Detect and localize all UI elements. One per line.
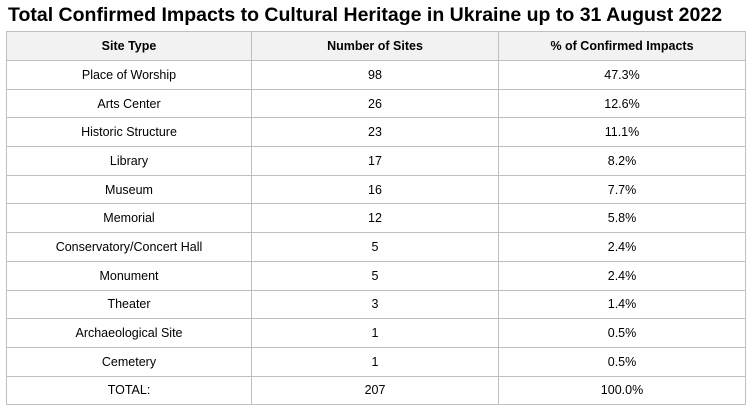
cell-site-type: Historic Structure bbox=[6, 117, 252, 148]
cell-site-type: Archaeological Site bbox=[6, 318, 252, 348]
table-row: Monument 5 2.4% bbox=[6, 260, 746, 291]
table-row: Historic Structure 23 11.1% bbox=[6, 117, 746, 148]
cell-site-type: Museum bbox=[6, 174, 252, 205]
page-title: Total Confirmed Impacts to Cultural Heri… bbox=[8, 4, 723, 26]
table-row: Place of Worship 98 47.3% bbox=[6, 60, 746, 90]
table-row: Museum 16 7.7% bbox=[6, 174, 746, 205]
cell-site-type: Arts Center bbox=[6, 88, 252, 119]
cell-percent-impacts: 12.6% bbox=[498, 88, 746, 119]
cell-percent-impacts: 0.5% bbox=[498, 346, 746, 377]
cell-site-type: Theater bbox=[6, 289, 252, 320]
cell-number-of-sites: 3 bbox=[251, 289, 499, 320]
cell-number-of-sites: 1 bbox=[251, 346, 499, 377]
header-number-of-sites: Number of Sites bbox=[251, 31, 499, 61]
cell-percent-impacts: 2.4% bbox=[498, 232, 746, 262]
cell-number-of-sites: 26 bbox=[251, 88, 499, 119]
cell-number-of-sites: 5 bbox=[251, 260, 499, 291]
table-row: Conservatory/Concert Hall 5 2.4% bbox=[6, 232, 746, 262]
cell-site-type: Monument bbox=[6, 260, 252, 291]
cell-number-of-sites: 12 bbox=[251, 203, 499, 234]
table-header-row: Site Type Number of Sites % of Confirmed… bbox=[6, 31, 746, 61]
cell-percent-impacts: 2.4% bbox=[498, 260, 746, 291]
cell-site-type: Library bbox=[6, 146, 252, 176]
impacts-table: Site Type Number of Sites % of Confirmed… bbox=[6, 31, 746, 406]
table-row: Library 17 8.2% bbox=[6, 146, 746, 176]
cell-number-of-sites: 98 bbox=[251, 60, 499, 90]
header-percent-impacts: % of Confirmed Impacts bbox=[498, 31, 746, 61]
header-site-type: Site Type bbox=[6, 31, 252, 61]
cell-site-type: Memorial bbox=[6, 203, 252, 234]
cell-number-of-sites: 17 bbox=[251, 146, 499, 176]
cell-number-of-sites: 16 bbox=[251, 174, 499, 205]
table-row: Theater 3 1.4% bbox=[6, 289, 746, 320]
cell-percent-impacts: 11.1% bbox=[498, 117, 746, 148]
cell-number-of-sites: 5 bbox=[251, 232, 499, 262]
cell-percent-impacts: 47.3% bbox=[498, 60, 746, 90]
table-row: Archaeological Site 1 0.5% bbox=[6, 318, 746, 348]
cell-total-label: TOTAL: bbox=[6, 375, 252, 406]
cell-percent-impacts: 8.2% bbox=[498, 146, 746, 176]
table-row: Cemetery 1 0.5% bbox=[6, 346, 746, 377]
table-row: Arts Center 26 12.6% bbox=[6, 88, 746, 119]
cell-number-of-sites: 23 bbox=[251, 117, 499, 148]
cell-percent-impacts: 0.5% bbox=[498, 318, 746, 348]
table-total-row: TOTAL: 207 100.0% bbox=[6, 375, 746, 406]
cell-percent-impacts: 1.4% bbox=[498, 289, 746, 320]
cell-percent-impacts: 5.8% bbox=[498, 203, 746, 234]
cell-site-type: Conservatory/Concert Hall bbox=[6, 232, 252, 262]
cell-site-type: Cemetery bbox=[6, 346, 252, 377]
cell-total-percent: 100.0% bbox=[498, 375, 746, 406]
cell-total-number: 207 bbox=[251, 375, 499, 406]
cell-number-of-sites: 1 bbox=[251, 318, 499, 348]
cell-percent-impacts: 7.7% bbox=[498, 174, 746, 205]
table-row: Memorial 12 5.8% bbox=[6, 203, 746, 234]
cell-site-type: Place of Worship bbox=[6, 60, 252, 90]
